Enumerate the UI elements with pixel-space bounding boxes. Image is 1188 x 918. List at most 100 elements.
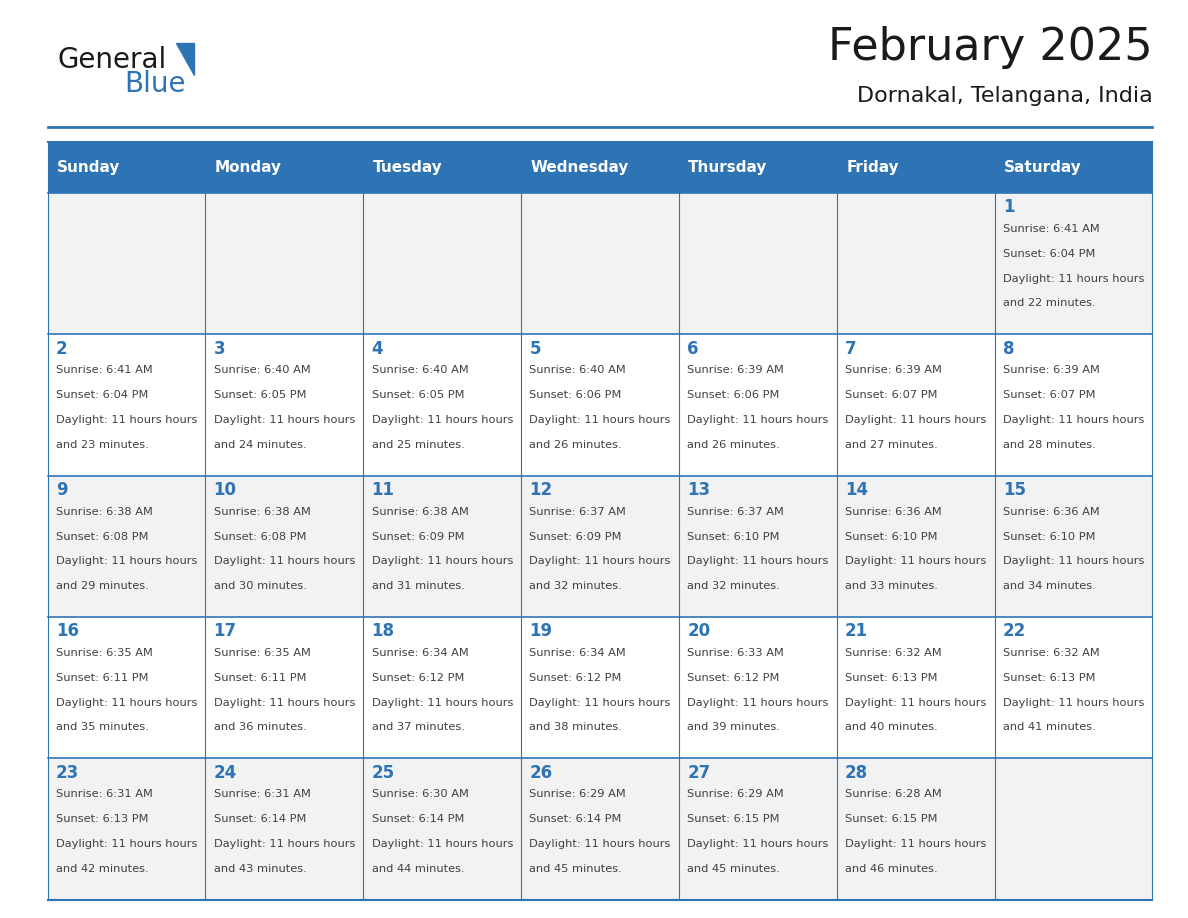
Text: Sunset: 6:12 PM: Sunset: 6:12 PM xyxy=(530,673,621,683)
Text: Sunday: Sunday xyxy=(57,160,120,175)
FancyBboxPatch shape xyxy=(678,334,836,476)
Text: Sunset: 6:08 PM: Sunset: 6:08 PM xyxy=(56,532,148,542)
Text: and 40 minutes.: and 40 minutes. xyxy=(845,722,937,733)
Text: and 32 minutes.: and 32 minutes. xyxy=(530,581,623,591)
FancyBboxPatch shape xyxy=(48,476,206,617)
Text: Sunrise: 6:29 AM: Sunrise: 6:29 AM xyxy=(530,789,626,800)
Text: Daylight: 11 hours hours: Daylight: 11 hours hours xyxy=(687,698,828,708)
FancyBboxPatch shape xyxy=(994,334,1152,476)
Text: and 28 minutes.: and 28 minutes. xyxy=(1003,440,1095,450)
Text: Sunset: 6:06 PM: Sunset: 6:06 PM xyxy=(687,390,779,400)
FancyBboxPatch shape xyxy=(678,476,836,617)
Text: 8: 8 xyxy=(1003,340,1015,358)
Text: Sunset: 6:14 PM: Sunset: 6:14 PM xyxy=(372,814,463,824)
FancyBboxPatch shape xyxy=(994,142,1152,193)
Text: Saturday: Saturday xyxy=(1004,160,1082,175)
Text: and 44 minutes.: and 44 minutes. xyxy=(372,864,465,874)
Text: February 2025: February 2025 xyxy=(828,27,1152,69)
FancyBboxPatch shape xyxy=(48,334,206,476)
Text: 7: 7 xyxy=(845,340,857,358)
FancyBboxPatch shape xyxy=(364,476,522,617)
Text: Daylight: 11 hours hours: Daylight: 11 hours hours xyxy=(372,415,513,425)
FancyBboxPatch shape xyxy=(994,758,1152,900)
FancyBboxPatch shape xyxy=(836,193,994,334)
Text: Sunrise: 6:41 AM: Sunrise: 6:41 AM xyxy=(1003,224,1100,234)
Text: Sunset: 6:04 PM: Sunset: 6:04 PM xyxy=(1003,249,1095,259)
Text: Sunrise: 6:30 AM: Sunrise: 6:30 AM xyxy=(372,789,468,800)
Text: Daylight: 11 hours hours: Daylight: 11 hours hours xyxy=(687,556,828,566)
Text: 9: 9 xyxy=(56,481,68,499)
Text: and 35 minutes.: and 35 minutes. xyxy=(56,722,148,733)
Text: 16: 16 xyxy=(56,622,78,641)
Text: 3: 3 xyxy=(214,340,226,358)
Text: and 24 minutes.: and 24 minutes. xyxy=(214,440,307,450)
FancyBboxPatch shape xyxy=(836,758,994,900)
Text: Sunrise: 6:35 AM: Sunrise: 6:35 AM xyxy=(56,648,153,658)
FancyBboxPatch shape xyxy=(836,617,994,758)
FancyBboxPatch shape xyxy=(48,193,206,334)
Text: Sunrise: 6:29 AM: Sunrise: 6:29 AM xyxy=(687,789,784,800)
Text: 5: 5 xyxy=(530,340,541,358)
Text: Sunrise: 6:36 AM: Sunrise: 6:36 AM xyxy=(1003,507,1100,517)
Text: Sunrise: 6:41 AM: Sunrise: 6:41 AM xyxy=(56,365,152,375)
Text: Sunset: 6:04 PM: Sunset: 6:04 PM xyxy=(56,390,148,400)
FancyBboxPatch shape xyxy=(994,476,1152,617)
FancyBboxPatch shape xyxy=(522,617,678,758)
Text: Friday: Friday xyxy=(846,160,899,175)
Text: Daylight: 11 hours hours: Daylight: 11 hours hours xyxy=(1003,415,1144,425)
FancyBboxPatch shape xyxy=(364,334,522,476)
Text: Sunset: 6:09 PM: Sunset: 6:09 PM xyxy=(530,532,621,542)
FancyBboxPatch shape xyxy=(206,334,364,476)
Text: Sunrise: 6:36 AM: Sunrise: 6:36 AM xyxy=(845,507,942,517)
Text: 28: 28 xyxy=(845,764,868,782)
Text: and 36 minutes.: and 36 minutes. xyxy=(214,722,307,733)
Text: Daylight: 11 hours hours: Daylight: 11 hours hours xyxy=(687,415,828,425)
FancyBboxPatch shape xyxy=(364,758,522,900)
Text: 18: 18 xyxy=(372,622,394,641)
Text: 27: 27 xyxy=(687,764,710,782)
FancyBboxPatch shape xyxy=(206,617,364,758)
Text: Daylight: 11 hours hours: Daylight: 11 hours hours xyxy=(214,698,355,708)
Text: 10: 10 xyxy=(214,481,236,499)
FancyBboxPatch shape xyxy=(678,193,836,334)
Text: Daylight: 11 hours hours: Daylight: 11 hours hours xyxy=(372,556,513,566)
Text: Daylight: 11 hours hours: Daylight: 11 hours hours xyxy=(687,839,828,849)
Text: Sunrise: 6:33 AM: Sunrise: 6:33 AM xyxy=(687,648,784,658)
Text: and 45 minutes.: and 45 minutes. xyxy=(530,864,623,874)
FancyBboxPatch shape xyxy=(206,758,364,900)
Text: Sunset: 6:11 PM: Sunset: 6:11 PM xyxy=(56,673,148,683)
Text: Daylight: 11 hours hours: Daylight: 11 hours hours xyxy=(56,839,197,849)
Text: 23: 23 xyxy=(56,764,80,782)
Text: Daylight: 11 hours hours: Daylight: 11 hours hours xyxy=(530,415,671,425)
Text: Wednesday: Wednesday xyxy=(531,160,628,175)
Text: 11: 11 xyxy=(372,481,394,499)
Text: Daylight: 11 hours hours: Daylight: 11 hours hours xyxy=(530,839,671,849)
FancyBboxPatch shape xyxy=(522,142,678,193)
Text: Daylight: 11 hours hours: Daylight: 11 hours hours xyxy=(372,698,513,708)
Text: Daylight: 11 hours hours: Daylight: 11 hours hours xyxy=(56,698,197,708)
Polygon shape xyxy=(176,43,194,75)
Text: Daylight: 11 hours hours: Daylight: 11 hours hours xyxy=(1003,556,1144,566)
Text: and 30 minutes.: and 30 minutes. xyxy=(214,581,307,591)
FancyBboxPatch shape xyxy=(364,193,522,334)
FancyBboxPatch shape xyxy=(836,476,994,617)
Text: 19: 19 xyxy=(530,622,552,641)
Text: Sunset: 6:13 PM: Sunset: 6:13 PM xyxy=(1003,673,1095,683)
Text: 12: 12 xyxy=(530,481,552,499)
Text: Daylight: 11 hours hours: Daylight: 11 hours hours xyxy=(845,415,986,425)
Text: Sunset: 6:08 PM: Sunset: 6:08 PM xyxy=(214,532,307,542)
Text: Sunset: 6:12 PM: Sunset: 6:12 PM xyxy=(687,673,779,683)
Text: Daylight: 11 hours hours: Daylight: 11 hours hours xyxy=(530,698,671,708)
Text: Sunrise: 6:28 AM: Sunrise: 6:28 AM xyxy=(845,789,942,800)
FancyBboxPatch shape xyxy=(678,142,836,193)
Text: and 38 minutes.: and 38 minutes. xyxy=(530,722,623,733)
Text: 2: 2 xyxy=(56,340,68,358)
FancyBboxPatch shape xyxy=(206,476,364,617)
Text: Sunrise: 6:38 AM: Sunrise: 6:38 AM xyxy=(56,507,153,517)
Text: 1: 1 xyxy=(1003,198,1015,217)
Text: Sunset: 6:10 PM: Sunset: 6:10 PM xyxy=(1003,532,1095,542)
Text: and 29 minutes.: and 29 minutes. xyxy=(56,581,148,591)
FancyBboxPatch shape xyxy=(206,142,364,193)
Text: Sunrise: 6:31 AM: Sunrise: 6:31 AM xyxy=(214,789,310,800)
FancyBboxPatch shape xyxy=(522,193,678,334)
